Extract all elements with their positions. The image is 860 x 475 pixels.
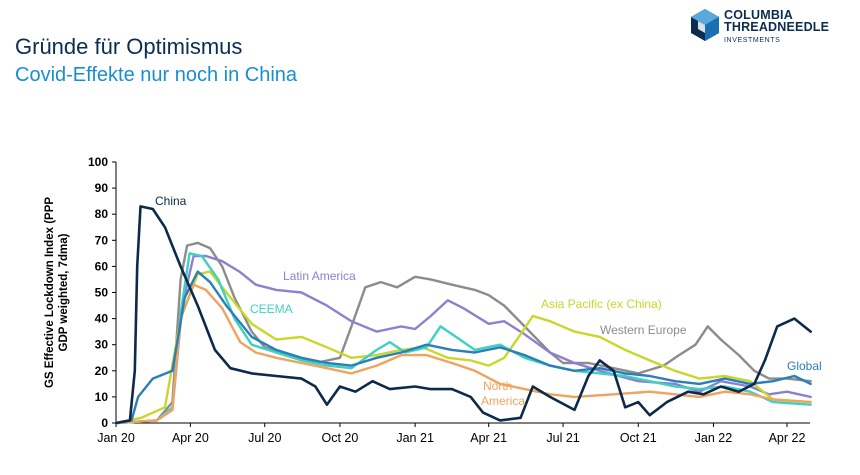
y-tick-label: 0 [101, 416, 108, 430]
series-label-asia-pacific-ex-china: Asia Pacific (ex China) [541, 297, 662, 311]
logo-text-line2: THREADNEEDLE [724, 20, 830, 34]
series-line-latin-america [114, 254, 812, 425]
x-tick-label: Jan 21 [396, 431, 434, 445]
series-line-global [114, 270, 812, 425]
x-tick-label: Jan 22 [695, 431, 733, 445]
page-title: Gründe für Optimismus [15, 34, 243, 59]
series-label-latin-america: Latin America [283, 269, 356, 283]
y-tick-label: 80 [95, 207, 109, 221]
series-line-north-america [114, 283, 812, 425]
y-tick-label: 70 [95, 233, 109, 247]
logo-mark-icon [691, 9, 719, 41]
y-tick-label: 30 [95, 338, 109, 352]
y-tick-label: 20 [95, 364, 109, 378]
x-tick-label: Apr 22 [769, 431, 806, 445]
x-tick-label: Oct 20 [322, 431, 359, 445]
x-tick-label: Apr 21 [470, 431, 507, 445]
series-line-china [114, 205, 812, 425]
x-tick-label: Apr 20 [172, 431, 209, 445]
series-label-global: Global [787, 359, 822, 373]
y-tick-label: 100 [88, 155, 108, 169]
series-label-ceema: CEEMA [250, 302, 293, 316]
series-line-western-europe [114, 241, 812, 425]
y-tick-label: 60 [95, 259, 109, 273]
series-line-ceema [114, 252, 812, 425]
x-tick-label: Oct 21 [620, 431, 657, 445]
y-tick-label: 10 [95, 390, 109, 404]
page-subtitle: Covid-Effekte nur noch in China [15, 64, 298, 86]
series-label-america: America [481, 394, 525, 408]
y-tick-label: 50 [95, 286, 109, 300]
series-label-china: China [155, 194, 187, 208]
series-label-western-europe: Western Europe [600, 323, 687, 337]
y-tick-label: 90 [95, 181, 109, 195]
x-tick-label: Jan 20 [97, 431, 135, 445]
company-logo: COLUMBIA THREADNEEDLE INVESTMENTS [690, 6, 850, 50]
x-tick-label: Jul 20 [248, 431, 281, 445]
series-line-asia-pacific-ex-china [114, 270, 812, 425]
y-axis-title: GS Effective Lockdown Index (PPP GDP weig… [44, 197, 70, 388]
y-tick-label: 40 [95, 312, 109, 326]
series-label-north: North [483, 379, 512, 393]
x-tick-label: Jul 21 [546, 431, 579, 445]
logo-text-line1: COLUMBIA [724, 8, 793, 22]
logo-text-line3: INVESTMENTS [724, 37, 781, 44]
